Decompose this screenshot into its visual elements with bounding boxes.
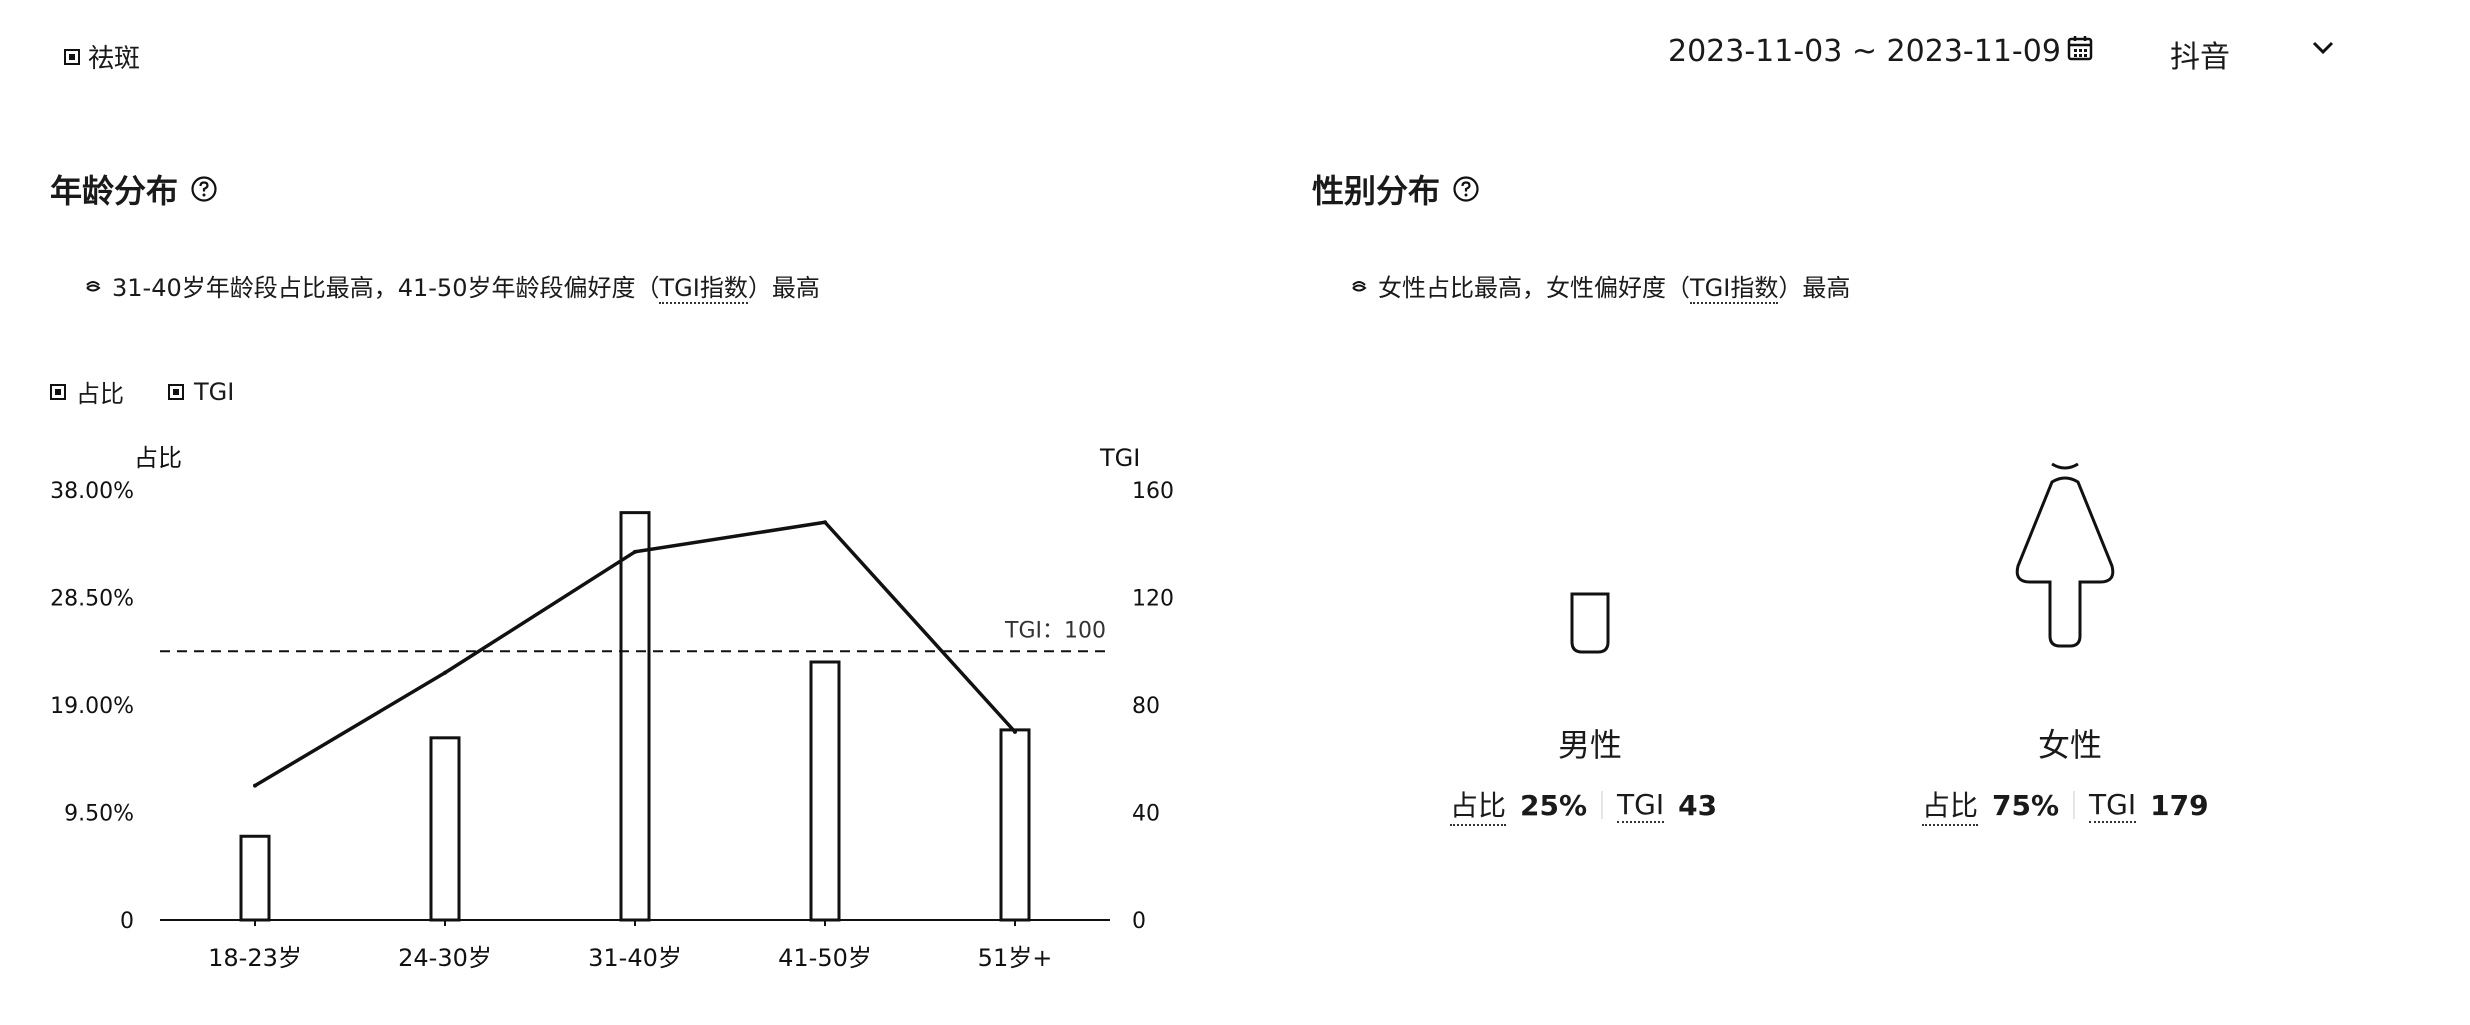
female-figure-icon [2015,462,2115,648]
tgi-point [1013,729,1017,734]
y2-tick-label: 120 [1132,587,1174,612]
legend-share-label[interactable]: 占比 [76,380,124,408]
gender-insight-end: ）最高 [1778,274,1851,302]
help-icon[interactable] [190,175,218,203]
y-axis-title: 占比 [134,444,182,472]
male-label: 男性 [1557,726,1622,764]
y-tick-label: 19.00% [50,694,134,719]
date-range-picker[interactable]: 2023-11-03 ~ 2023-11-09 [1668,34,2061,69]
x-tick-label: 24-30岁 [398,944,492,972]
female-tgi-value: 179 [2150,788,2209,822]
help-icon[interactable] [1452,175,1480,203]
y2-tick-label: 0 [1132,909,1146,934]
age-distribution-chart: 占比 TGI 0 9.50% 19.00% 28.50% 38.00% 0 40 80 120 160… [50,444,1174,972]
chevron-down-icon[interactable] [2310,38,2336,58]
y-tick-label: 38.00% [50,479,134,504]
y2-tick-label: 160 [1132,479,1174,504]
male-stats: 占比 25% TGI 43 [1450,784,1717,826]
x-tick-label: 31-40岁 [588,944,682,972]
x-tick-label: 41-50岁 [778,944,872,972]
x-tick-label: 18-23岁 [208,944,302,972]
age-title-text: 年龄分布 [50,172,179,210]
brand-filter[interactable]: 祛斑 [64,38,140,75]
brand-checkbox-icon [64,48,80,65]
y2-axis-title: TGI [1099,444,1140,472]
y-tick-label: 9.50% [64,802,134,827]
bar-18-23岁 [239,834,271,922]
legend-tgi-icon[interactable] [168,383,184,400]
brand-label: 祛斑 [88,44,141,74]
gender-insight-text: 女性占比最高，女性偏好度（ [1378,274,1690,302]
female-label: 女性 [2037,726,2102,764]
y-tick-label: 0 [120,909,134,934]
female-stats: 占比 75% TGI 179 [1922,784,2209,826]
bar-24-30岁 [429,736,461,922]
male-figure-icon [1570,592,1610,654]
y2-tick-label: 80 [1132,694,1160,719]
stats-divider [1601,791,1604,819]
male-tgi-label[interactable]: TGI [1617,787,1665,823]
age-insight: 31-40岁年龄段占比最高，41-50岁年龄段偏好度（TGI指数）最高 [84,268,820,304]
bar-41-50岁 [809,660,841,922]
legend-share-icon[interactable] [50,383,66,400]
bulb-icon [1352,280,1367,291]
bar-31-40岁 [619,511,651,922]
tgi-reference-label: TGI：100 [1004,618,1106,643]
tgi-point [823,520,827,525]
stats-divider [2073,791,2076,819]
female-share-label[interactable]: 占比 [1922,784,1979,826]
calendar-icon[interactable] [2066,34,2094,62]
bulb-icon [86,280,101,291]
age-insight-end: ）最高 [747,274,820,302]
tgi-term-link[interactable]: TGI指数 [1690,274,1779,304]
bar-51岁+ [999,728,1031,922]
female-share-value: 75% [1992,788,2060,822]
x-tick-label: 51岁+ [978,944,1053,972]
chart-legend: 占比 TGI [50,374,234,409]
female-tgi-label[interactable]: TGI [2089,787,2137,823]
platform-select[interactable]: 抖音 [2170,40,2230,75]
tgi-point [633,549,637,554]
male-share-label[interactable]: 占比 [1450,784,1507,826]
gender-insight: 女性占比最高，女性偏好度（TGI指数）最高 [1350,268,1851,304]
y2-tick-label: 40 [1132,802,1160,827]
y-tick-label: 28.50% [50,587,134,612]
tgi-point [253,783,257,788]
male-share-value: 25% [1520,788,1588,822]
gender-section-title: 性别分布 [1312,166,1480,212]
tgi-term-link[interactable]: TGI指数 [659,274,748,304]
male-tgi-value: 43 [1678,788,1718,822]
age-section-title: 年龄分布 [50,166,218,212]
gender-title-text: 性别分布 [1312,172,1441,210]
legend-tgi-label[interactable]: TGI [194,377,235,406]
age-insight-text: 31-40岁年龄段占比最高，41-50岁年龄段偏好度（ [112,274,660,302]
tgi-point [443,670,447,675]
